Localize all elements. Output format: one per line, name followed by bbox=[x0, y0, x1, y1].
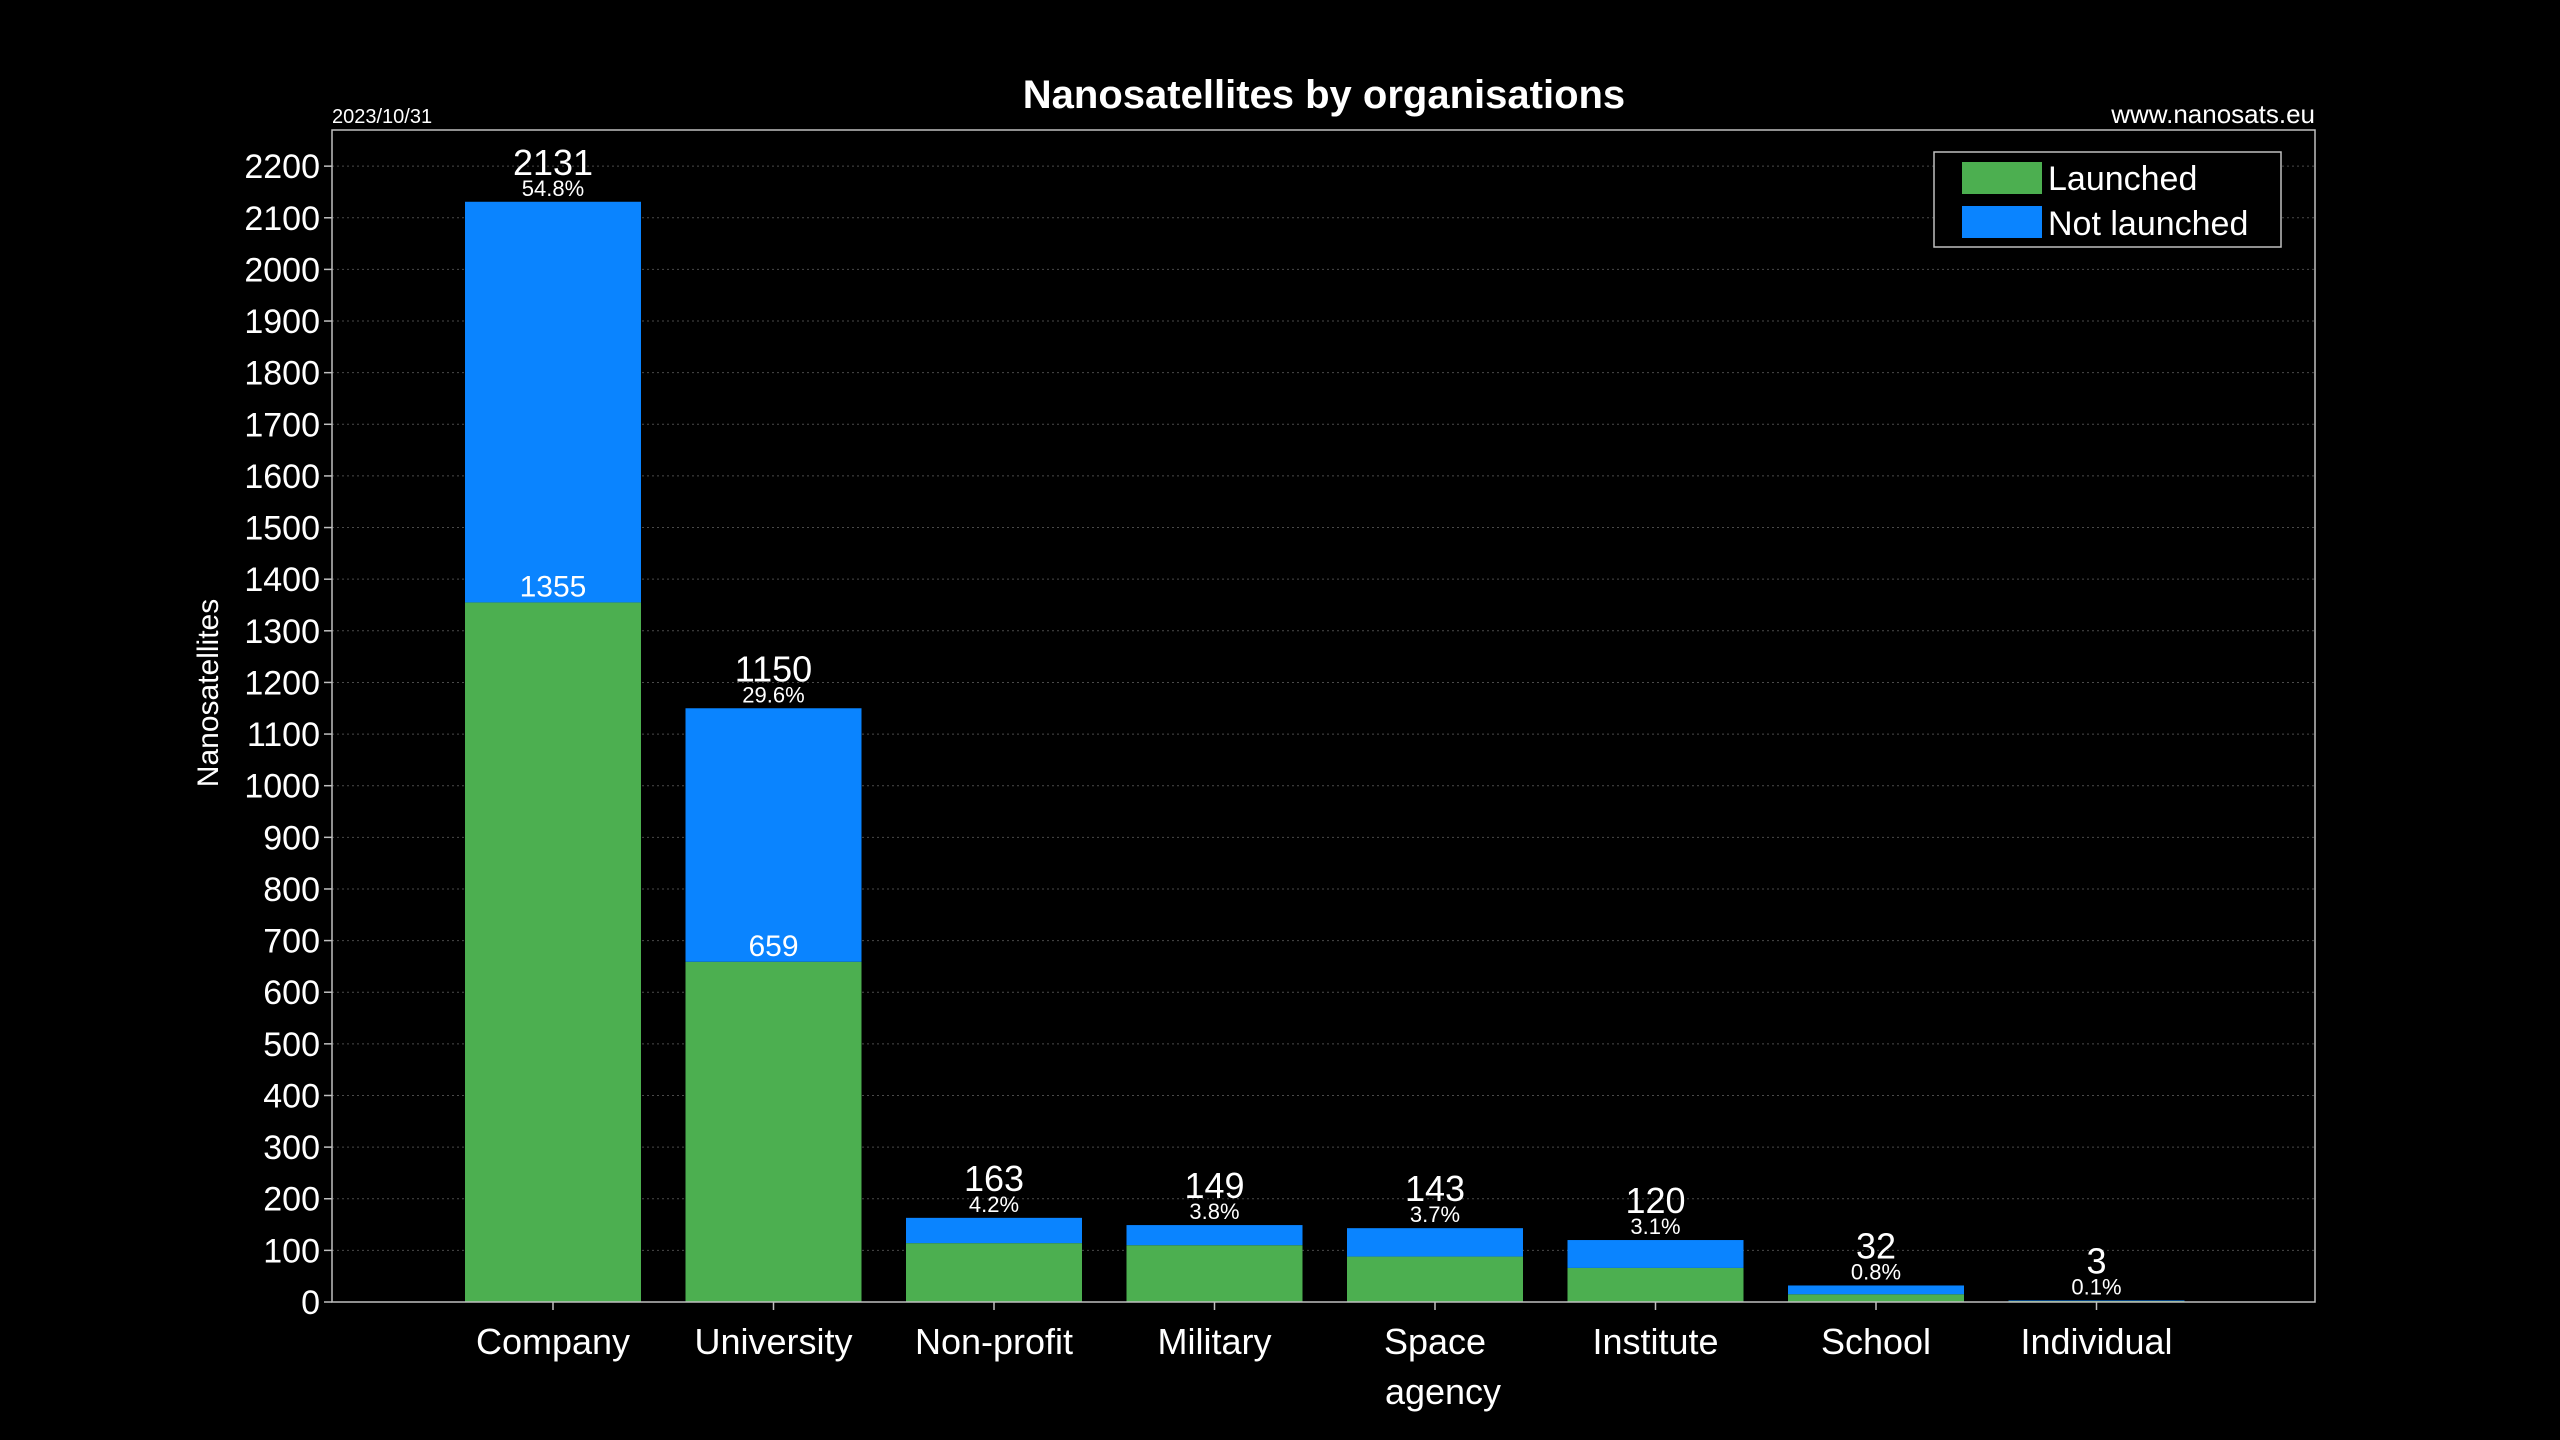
bar-launched bbox=[1347, 1256, 1523, 1302]
chart-date: 2023/10/31 bbox=[332, 106, 432, 128]
bar-not-launched bbox=[465, 201, 641, 603]
y-tick-label: 100 bbox=[263, 1232, 320, 1270]
x-tick-label: agency bbox=[1385, 1371, 1501, 1412]
bar-launched bbox=[1788, 1294, 1964, 1302]
x-tick-label: University bbox=[694, 1321, 852, 1362]
percentage-label: 0.8% bbox=[1851, 1259, 1901, 1284]
y-tick-label: 2200 bbox=[244, 148, 320, 186]
bar-launched bbox=[906, 1243, 1082, 1302]
y-axis-ticks: 0 100 200 300 400 500 600 700 800 900 1000 1100 1200… bbox=[244, 148, 332, 1322]
launched-value-label: 1355 bbox=[520, 570, 587, 603]
y-tick-label: 800 bbox=[263, 871, 320, 909]
x-axis-ticks: Company University Non-profit Military Space… bbox=[476, 1302, 2173, 1412]
y-tick-label: 1700 bbox=[244, 406, 320, 444]
y-tick-label: 400 bbox=[263, 1077, 320, 1115]
y-tick-label: 1200 bbox=[244, 664, 320, 702]
grid-lines bbox=[332, 165, 2315, 1251]
bar-not-launched bbox=[1788, 1285, 1964, 1295]
total-label: 32 bbox=[1856, 1225, 1896, 1266]
total-label: 120 bbox=[1625, 1180, 1685, 1221]
x-tick-label: Individual bbox=[2020, 1321, 2172, 1362]
percentage-label: 4.2% bbox=[969, 1192, 1019, 1217]
x-tick-label: Space bbox=[1384, 1321, 1486, 1362]
chart-title: Nanosatellites by organisations bbox=[1023, 73, 1625, 117]
bar-not-launched bbox=[1126, 1225, 1303, 1246]
y-tick-label: 1800 bbox=[244, 355, 320, 393]
bars bbox=[465, 201, 2185, 1302]
y-tick-label: 900 bbox=[263, 819, 320, 857]
legend-label-not-launched: Not launched bbox=[2048, 205, 2248, 243]
total-label: 3 bbox=[2086, 1240, 2106, 1281]
legend-swatch-launched bbox=[1962, 162, 2042, 194]
x-tick-label: Institute bbox=[1592, 1321, 1718, 1362]
percentage-label: 54.8% bbox=[522, 176, 584, 201]
y-tick-label: 600 bbox=[263, 974, 320, 1012]
total-label: 163 bbox=[964, 1158, 1024, 1199]
bar-not-launched bbox=[1567, 1240, 1744, 1268]
bar-not-launched bbox=[685, 708, 862, 962]
legend: Launched Not launched bbox=[1933, 151, 2282, 248]
percentage-label: 3.8% bbox=[1189, 1199, 1239, 1224]
legend-swatch-not-launched bbox=[1962, 206, 2042, 238]
y-tick-label: 300 bbox=[263, 1129, 320, 1167]
launched-value-label: 659 bbox=[748, 930, 798, 963]
percentage-label: 3.7% bbox=[1410, 1202, 1460, 1227]
total-label: 2131 bbox=[513, 142, 593, 183]
legend-label-launched: Launched bbox=[2048, 160, 2197, 198]
y-tick-label: 700 bbox=[263, 923, 320, 961]
percentage-label: 3.1% bbox=[1630, 1214, 1680, 1239]
bar-launched bbox=[465, 602, 641, 1302]
y-tick-label: 1500 bbox=[244, 510, 320, 548]
y-axis-label: Nanosatellites bbox=[192, 599, 225, 787]
bar-not-launched bbox=[906, 1217, 1082, 1244]
plot-frame bbox=[331, 129, 2316, 1303]
y-tick-label: 500 bbox=[263, 1026, 320, 1064]
bar-launched bbox=[1567, 1267, 1744, 1302]
bar-not-launched bbox=[2008, 1300, 2185, 1301]
y-tick-label: 1600 bbox=[244, 458, 320, 496]
y-tick-label: 2100 bbox=[244, 200, 320, 238]
x-tick-label: School bbox=[1821, 1321, 1931, 1362]
y-tick-label: 1400 bbox=[244, 561, 320, 599]
y-tick-label: 0 bbox=[301, 1284, 320, 1322]
total-label: 1150 bbox=[735, 648, 812, 689]
y-tick-label: 200 bbox=[263, 1181, 320, 1219]
bar-launched bbox=[685, 961, 862, 1302]
percentage-label: 0.1% bbox=[2071, 1274, 2121, 1299]
x-tick-label: Company bbox=[476, 1321, 630, 1362]
percentage-label: 29.6% bbox=[742, 682, 804, 707]
x-tick-label: Non-profit bbox=[915, 1321, 1073, 1362]
bar-launched bbox=[1126, 1245, 1303, 1302]
chart-source: www.nanosats.eu bbox=[2110, 99, 2315, 129]
y-tick-label: 1900 bbox=[244, 303, 320, 341]
total-label: 143 bbox=[1405, 1168, 1465, 1209]
bar-not-launched bbox=[1347, 1228, 1523, 1257]
total-label: 149 bbox=[1184, 1165, 1244, 1206]
y-tick-label: 1000 bbox=[244, 768, 320, 806]
y-tick-label: 1100 bbox=[247, 716, 320, 754]
x-tick-label: Military bbox=[1158, 1321, 1272, 1362]
y-tick-label: 2000 bbox=[244, 251, 320, 289]
y-tick-label: 1300 bbox=[244, 613, 320, 651]
